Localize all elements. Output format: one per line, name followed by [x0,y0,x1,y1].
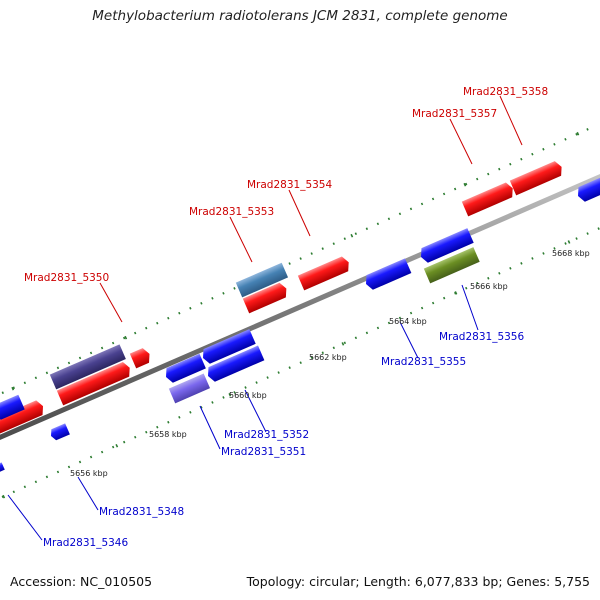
gene-forward-arrow [461,182,513,217]
gene-reverse-arrow [0,394,25,420]
map-title: Methylobacterium radiotolerans JCM 2831,… [92,8,508,24]
gene-feature-steelblue [235,262,289,298]
gene-reverse-arrow [51,423,70,441]
gene-reverse-arrow [208,345,265,382]
scale-label-5656: 5656 kbp [70,469,108,478]
gene-label: Mrad2831_5357 [412,108,497,120]
scale-label-5664: 5664 kbp [389,317,427,326]
scale-label-5662: 5662 kbp [309,353,347,362]
label-leader-lines [7,95,523,541]
gene-label: Mrad2831_5346 [43,537,128,549]
gene-forward-arrow [129,348,150,369]
gene-feature-lavender [168,373,211,404]
scale-label-5668: 5668 kbp [552,249,590,258]
accession-text: Accession: NC_010505 [10,574,153,589]
gene-label: Mrad2831_5352 [224,429,309,441]
gene-reverse-arrow [166,353,206,383]
gene-forward-arrow [242,282,287,314]
reverse-gene-labels: Mrad2831_5346 Mrad2831_5348 Mrad2831_535… [43,331,524,549]
gene-reverse-arrow [578,176,600,202]
gene-reverse-arrow [421,228,474,263]
scale-label-5658: 5658 kbp [149,430,187,439]
gene-features [0,161,600,473]
gene-reverse-arrow [366,258,412,290]
scale-labels: 5656 kbp 5658 kbp 5660 kbp 5662 kbp 5664… [70,249,590,478]
gene-feature-olive [423,247,480,284]
genome-summary-text: Topology: circular; Length: 6,077,833 bp… [246,574,590,589]
gene-label: Mrad2831_5356 [439,331,524,343]
genome-backbone [0,173,600,441]
gene-label: Mrad2831_5351 [221,446,306,458]
inner-tick-ring [0,226,600,500]
gene-label: Mrad2831_5355 [381,356,466,368]
scale-label-5660: 5660 kbp [229,391,267,400]
gene-reverse-arrow [203,329,256,364]
gene-label: Mrad2831_5358 [463,86,548,98]
forward-gene-labels: Mrad2831_5350 Mrad2831_5353 Mrad2831_535… [24,86,548,284]
gene-forward-arrow [297,256,349,291]
gene-label: Mrad2831_5348 [99,506,184,518]
gene-label: Mrad2831_5350 [24,272,109,284]
gene-forward-arrow [0,400,44,438]
gene-label: Mrad2831_5353 [189,206,274,218]
gene-forward-arrow [509,161,562,196]
gene-label: Mrad2831_5354 [247,179,332,191]
scale-label-5666: 5666 kbp [470,282,508,291]
gene-reverse-arrow [0,462,5,473]
gene-forward-arrow [56,361,130,406]
gene-feature-navy [49,344,126,390]
